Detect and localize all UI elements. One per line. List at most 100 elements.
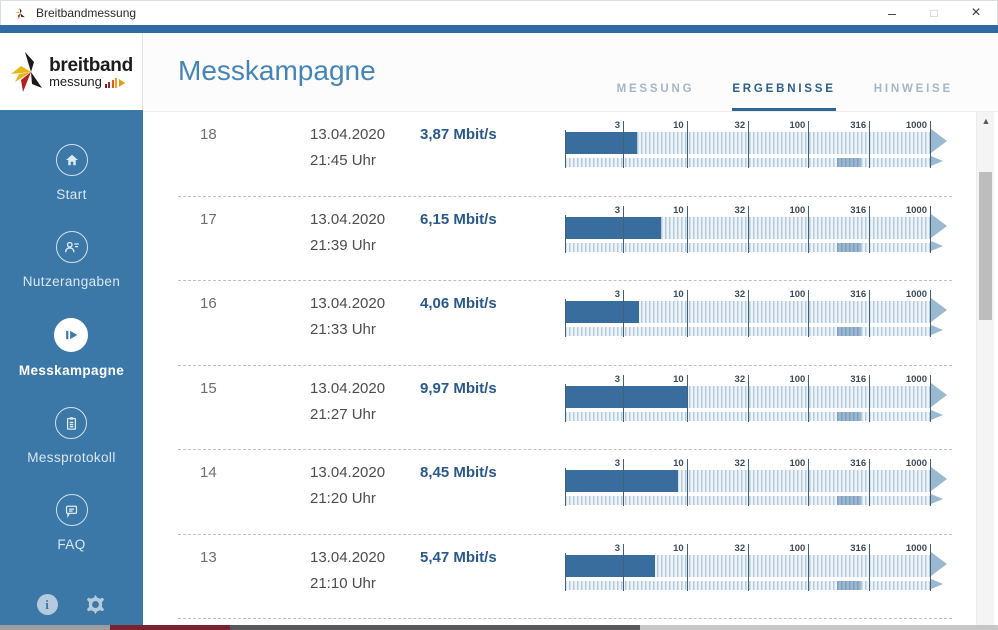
upload-bar <box>565 580 930 590</box>
scrollbar[interactable]: ▲ <box>976 112 994 625</box>
close-button[interactable]: × <box>971 4 981 21</box>
window-accent-strip <box>0 25 998 33</box>
gauge-arrow-small-icon <box>931 156 943 166</box>
gauge-scale: 3 10 32 100 316 1000 <box>565 458 931 506</box>
measurement-date: 13.04.2020 <box>310 464 386 481</box>
measurement-row[interactable]: 13 13.04.2020 21:10 Uhr 5,47 Mbit/s 3 10 3… <box>143 535 976 620</box>
sidebar-item-nutzerangaben[interactable]: Nutzerangaben <box>23 231 121 289</box>
measurement-number: 13 <box>200 548 217 566</box>
speed-gauge: 3 10 32 100 316 1000 <box>565 289 948 337</box>
gauge-arrow-icon <box>931 382 947 407</box>
tab-hinweise[interactable]: HINWEISE <box>873 83 953 95</box>
download-bar-fill <box>565 470 678 492</box>
measurement-date: 13.04.2020 <box>310 548 386 566</box>
download-bar <box>565 470 930 492</box>
upload-bar <box>565 496 930 505</box>
gauge-scale: 3 10 32 100 316 1000 <box>565 120 931 168</box>
logo-line2: messung <box>49 73 102 89</box>
measurement-row[interactable]: 15 13.04.2020 21:27 Uhr 9,97 Mbit/s 3 10 3… <box>143 366 976 451</box>
gauge-scale-labels: 3 10 32 100 316 1000 <box>614 204 927 216</box>
tariff-range-marker <box>836 242 861 252</box>
measurement-download-speed: 6,15 Mbit/s <box>420 210 497 228</box>
upload-bar <box>565 327 930 336</box>
info-icon[interactable]: i <box>36 594 58 615</box>
measurement-time: 21:10 Uhr <box>310 574 376 592</box>
play-icon <box>66 330 78 340</box>
minimize-button[interactable]: – <box>888 5 896 21</box>
measurement-time: 21:27 Uhr <box>310 405 376 423</box>
sidebar-item-label: FAQ <box>57 537 86 552</box>
sidebar-item-label: Messkampagne <box>18 363 125 378</box>
measurement-row[interactable]: 17 13.04.2020 21:39 Uhr 6,15 Mbit/s 3 10 3… <box>143 197 976 282</box>
gauge-scale: 3 10 32 100 316 1000 <box>565 204 931 253</box>
tab-messung[interactable]: MESSUNG <box>616 83 695 95</box>
gauge-scale-labels: 3 10 32 100 316 1000 <box>614 120 927 131</box>
measurement-date: 13.04.2020 <box>310 210 386 228</box>
sidebar-item-faq[interactable]: FAQ <box>55 494 88 552</box>
gear-icon[interactable] <box>84 593 107 616</box>
gauge-arrow-small-icon <box>931 578 943 589</box>
scrollbar-up-arrow-icon[interactable]: ▲ <box>981 116 991 126</box>
title-bar: Breitbandmessung – □ × <box>0 0 998 25</box>
gauge-arrow-small-icon <box>931 494 943 504</box>
clipboard-icon <box>66 416 77 430</box>
speed-gauge: 3 10 32 100 316 1000 <box>565 458 948 506</box>
sidebar-item-label: Messprotokoll <box>27 450 116 465</box>
sidebar-item-label: Nutzerangaben <box>22 274 121 289</box>
home-icon <box>65 154 78 166</box>
speed-gauge: 3 10 32 100 316 1000 <box>565 374 948 422</box>
gauge-scale-labels: 3 10 32 100 316 1000 <box>614 373 927 385</box>
gauge-arrow-icon <box>931 551 947 576</box>
measurement-date: 13.04.2020 <box>310 379 386 397</box>
maximize-button[interactable]: □ <box>930 6 938 20</box>
measurement-date: 13.04.2020 <box>310 295 386 312</box>
measurement-time: 21:20 Uhr <box>310 490 376 507</box>
chat-icon <box>65 505 78 518</box>
measurement-download-speed: 9,97 Mbit/s <box>420 379 497 397</box>
tariff-range-marker <box>836 580 861 590</box>
gauge-arrow-icon <box>931 213 947 238</box>
app-logo: breitband messung <box>0 33 143 110</box>
gauge-scale: 3 10 32 100 316 1000 <box>565 289 931 337</box>
gauge-scale: 3 10 32 100 316 1000 <box>565 542 931 591</box>
sidebar-item-messprotokoll[interactable]: Messprotokoll <box>27 407 115 465</box>
sidebar: breitband messung Start <box>0 33 143 626</box>
measurement-number: 14 <box>200 464 217 481</box>
sidebar-item-start[interactable]: Start <box>55 144 88 202</box>
measurement-row[interactable]: 14 13.04.2020 21:20 Uhr 8,45 Mbit/s 3 10 3… <box>143 450 976 535</box>
download-bar-fill <box>565 385 687 408</box>
download-bar <box>565 385 930 408</box>
measurement-time: 21:45 Uhr <box>310 152 376 169</box>
logo-arrow-icon <box>119 78 126 87</box>
sidebar-item-messkampagne[interactable]: Messkampagne <box>19 318 124 378</box>
results-list: 18 13.04.2020 21:45 Uhr 3,87 Mbit/s 3 10 3… <box>143 112 976 625</box>
gauge-scale-labels: 3 10 32 100 316 1000 <box>614 542 927 554</box>
measurement-row[interactable]: 18 13.04.2020 21:45 Uhr 3,87 Mbit/s 3 10 3… <box>143 112 976 197</box>
app-icon <box>15 7 25 19</box>
download-bar <box>565 132 930 154</box>
gauge-scale: 3 10 32 100 316 1000 <box>565 373 931 422</box>
gauge-arrow-icon <box>931 298 947 322</box>
window-title: Breitbandmessung <box>36 6 137 20</box>
download-bar-fill <box>565 132 637 154</box>
download-bar <box>565 301 930 323</box>
logo-text: breitband messung <box>49 56 133 88</box>
taskbar-sliver <box>0 625 998 630</box>
tariff-range-marker <box>836 411 861 421</box>
upload-bar <box>565 411 930 421</box>
upload-bar <box>565 242 930 252</box>
measurement-download-speed: 8,45 Mbit/s <box>420 464 497 481</box>
measurement-row[interactable]: 16 13.04.2020 21:33 Uhr 4,06 Mbit/s 3 10 3… <box>143 281 976 366</box>
scrollbar-thumb[interactable] <box>979 172 992 320</box>
tariff-range-marker <box>836 158 861 167</box>
download-bar-fill <box>565 216 661 239</box>
user-icon <box>64 241 79 253</box>
measurement-number: 15 <box>200 379 217 397</box>
logo-burst-icon <box>11 51 43 92</box>
measurement-number: 17 <box>200 210 217 228</box>
gauge-arrow-icon <box>931 467 947 491</box>
measurement-date: 13.04.2020 <box>310 126 386 143</box>
tab-ergebnisse[interactable]: ERGEBNISSE <box>732 83 836 111</box>
tab-bar: MESSUNG ERGEBNISSE HINWEISE <box>617 83 953 111</box>
